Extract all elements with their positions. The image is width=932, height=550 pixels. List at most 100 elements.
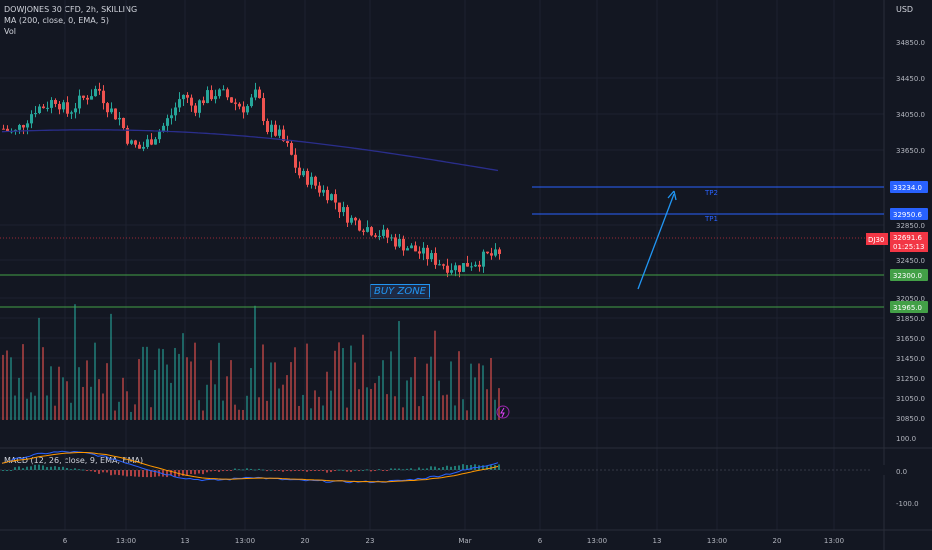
ma-200-line (1, 129, 499, 172)
macd-histogram-bar (234, 468, 236, 470)
volume-bar (430, 356, 432, 420)
volume-bars (2, 304, 500, 420)
candle (94, 88, 97, 97)
macd-histogram-bar (338, 469, 340, 471)
time-tick-label: 6 (538, 537, 543, 545)
time-tick-label: 6 (63, 537, 68, 545)
volume-bar (170, 382, 172, 420)
candle (170, 115, 173, 119)
vol-legend[interactable]: Vol (4, 27, 16, 36)
ma-legend[interactable]: MA (200, close, 0, EMA, 5) (4, 16, 109, 25)
volume-bar (130, 411, 132, 420)
candle (26, 123, 29, 128)
macd-histogram-bar (50, 466, 52, 470)
macd-legend[interactable]: MACD (12, 26, close, 9, EMA, EMA) (4, 456, 144, 465)
macd-histogram-bar (30, 466, 32, 470)
macd-histogram-bar (110, 470, 112, 476)
candle (82, 95, 85, 98)
macd-histogram-bar (146, 470, 148, 478)
candle (118, 117, 121, 120)
candle (374, 235, 377, 237)
candle (70, 112, 73, 114)
macd-histogram-bar (482, 465, 484, 470)
candle (6, 128, 9, 132)
macd-histogram-bar (162, 470, 164, 477)
macd-histogram-bar (70, 469, 72, 471)
volume-bar (414, 356, 416, 420)
volume-bar (314, 390, 316, 420)
volume-bar (326, 371, 328, 420)
candle (366, 227, 369, 232)
candle (426, 247, 429, 260)
macd-histogram-bar (94, 470, 96, 472)
volume-bar (174, 347, 176, 420)
candle (322, 189, 325, 193)
volume-bar (238, 409, 240, 420)
volume-bar (46, 395, 48, 420)
volume-bar (446, 394, 448, 420)
macd-histogram-bar (370, 470, 372, 472)
macd-histogram-bar (358, 470, 360, 472)
volume-bar (22, 344, 24, 420)
candle (410, 245, 413, 249)
macd-histogram-bar (174, 470, 176, 477)
volume-bar (142, 346, 144, 420)
volume-bar (402, 407, 404, 420)
volume-bar (10, 357, 12, 420)
candle (198, 100, 201, 113)
candle (478, 264, 481, 267)
macd-histogram-bar (286, 470, 288, 471)
volume-bar (394, 396, 396, 420)
macd-histogram-bar (126, 470, 128, 477)
time-tick-label: 13:00 (707, 537, 727, 545)
macd-histogram-bar (106, 470, 108, 473)
level-price-tag (890, 208, 928, 220)
macd-histogram-bar (282, 470, 284, 472)
volume-bar (298, 405, 300, 420)
volume-bar (134, 404, 136, 420)
macd-histogram-bar (422, 468, 424, 470)
volume-bar (482, 365, 484, 420)
volume-bar (106, 363, 108, 420)
macd-histogram-bar (430, 466, 432, 470)
level-caption: TP2 (704, 189, 718, 197)
macd-histogram-bar (114, 470, 116, 475)
macd-histogram-bar (446, 465, 448, 470)
candle (74, 108, 77, 113)
macd-histogram-bar (98, 470, 100, 474)
volume-bar (154, 369, 156, 420)
macd-histogram-bar (274, 470, 276, 471)
candle (494, 249, 497, 256)
macd-histogram-bar (66, 467, 68, 470)
candle (46, 107, 49, 109)
macd-histogram-bar (382, 470, 384, 471)
symbol-label: DJ30 (868, 236, 884, 244)
volume-bar (466, 410, 468, 420)
candle (42, 106, 45, 109)
volume-bar (110, 313, 112, 420)
macd-histogram-bar (222, 470, 224, 472)
volume-bar (478, 363, 480, 420)
candle (106, 103, 109, 113)
candle (62, 102, 65, 110)
macd-histogram-bar (330, 470, 332, 473)
volume-bar (474, 377, 476, 420)
macd-histogram-bar (350, 470, 352, 472)
macd-histogram-bar (326, 470, 328, 473)
macd-histogram-bar (150, 470, 152, 478)
macd-histogram-bar (418, 467, 420, 470)
levels: TP2 33234.0 TP1 32950.6 32300.0 31965.0 DJ30 32… (0, 181, 928, 313)
macd-histogram-bar (54, 466, 56, 470)
volume-bar (370, 388, 372, 420)
time-tick-label: 13:00 (116, 537, 136, 545)
candle (138, 144, 141, 149)
candle (326, 189, 329, 201)
macd-histogram-bar (26, 466, 28, 470)
volume-bar (318, 396, 320, 420)
candle (226, 89, 229, 98)
volume-bar (310, 408, 312, 420)
volume-bar (18, 377, 20, 420)
macd-histogram-bar (262, 469, 264, 471)
ma-line (1, 129, 499, 172)
